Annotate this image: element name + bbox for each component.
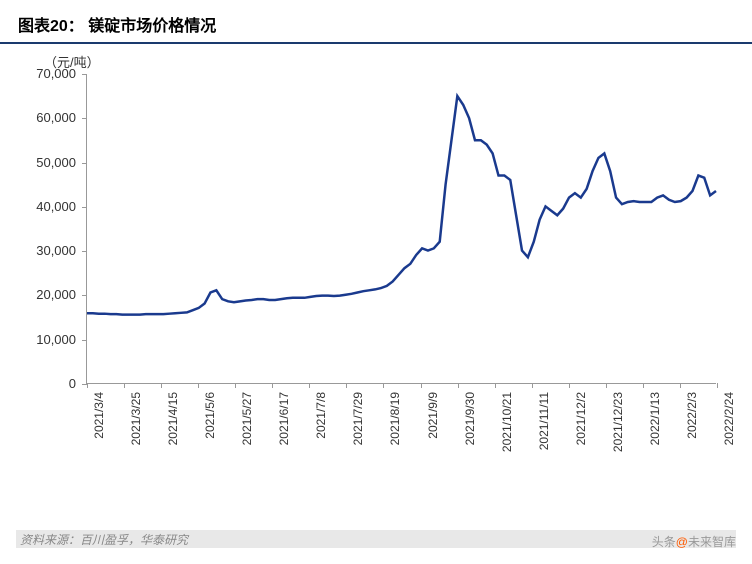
watermark: 头条@未来智库 xyxy=(652,533,736,550)
x-tick xyxy=(458,383,459,388)
title-text: 镁碇市场价格情况 xyxy=(88,18,216,35)
chart-header: 图表20： 镁碇市场价格情况 xyxy=(0,0,752,44)
source-bar: 资料来源：百川盈孚，华泰研究 xyxy=(16,530,736,548)
watermark-at: @ xyxy=(676,535,688,549)
x-tick xyxy=(124,383,125,388)
x-tick-label: 2021/11/11 xyxy=(537,392,551,472)
x-tick-label: 2021/5/6 xyxy=(203,392,217,472)
footer: 资料来源：百川盈孚，华泰研究 xyxy=(0,530,752,548)
plot-region xyxy=(86,74,716,384)
x-tick xyxy=(235,383,236,388)
x-tick-label: 2021/6/17 xyxy=(277,392,291,472)
y-tick-label: 50,000 xyxy=(20,155,76,170)
x-tick-label: 2021/3/25 xyxy=(129,392,143,472)
watermark-prefix: 头条 xyxy=(652,535,676,549)
x-tick-label: 2021/3/4 xyxy=(92,392,106,472)
x-tick-label: 2021/8/19 xyxy=(388,392,402,472)
x-tick-label: 2022/2/3 xyxy=(685,392,699,472)
y-tick xyxy=(82,295,87,296)
x-tick-label: 2021/12/2 xyxy=(574,392,588,472)
y-tick xyxy=(82,340,87,341)
y-tick xyxy=(82,74,87,75)
x-tick xyxy=(495,383,496,388)
y-tick xyxy=(82,118,87,119)
y-tick-label: 0 xyxy=(20,376,76,391)
x-tick xyxy=(717,383,718,388)
x-tick xyxy=(198,383,199,388)
y-tick xyxy=(82,251,87,252)
x-tick-label: 2022/1/13 xyxy=(648,392,662,472)
x-tick xyxy=(309,383,310,388)
x-tick-label: 2021/4/15 xyxy=(166,392,180,472)
x-tick xyxy=(569,383,570,388)
x-tick-label: 2021/7/29 xyxy=(351,392,365,472)
x-tick xyxy=(643,383,644,388)
x-tick xyxy=(272,383,273,388)
x-tick-label: 2021/9/30 xyxy=(463,392,477,472)
x-tick xyxy=(87,383,88,388)
y-tick xyxy=(82,207,87,208)
x-tick xyxy=(606,383,607,388)
chart-area: （元/吨） 010,00020,00030,00040,00050,00060,… xyxy=(16,52,736,472)
source-text: 资料来源：百川盈孚，华泰研究 xyxy=(20,531,188,548)
x-tick xyxy=(532,383,533,388)
price-line xyxy=(87,96,716,315)
title-prefix: 图表20： xyxy=(18,18,84,35)
y-tick-label: 20,000 xyxy=(20,287,76,302)
x-tick xyxy=(680,383,681,388)
x-tick xyxy=(383,383,384,388)
x-tick-label: 2021/7/8 xyxy=(314,392,328,472)
source-label: 资料来源： xyxy=(20,533,80,547)
line-chart-svg xyxy=(87,74,716,383)
x-tick-label: 2021/12/23 xyxy=(611,392,625,472)
y-tick-label: 30,000 xyxy=(20,243,76,258)
y-tick-label: 40,000 xyxy=(20,199,76,214)
x-tick xyxy=(421,383,422,388)
x-tick xyxy=(161,383,162,388)
y-tick-label: 10,000 xyxy=(20,332,76,347)
y-tick-label: 70,000 xyxy=(20,66,76,81)
source-names: 百川盈孚，华泰研究 xyxy=(80,533,188,547)
x-tick-label: 2021/10/21 xyxy=(500,392,514,472)
x-tick xyxy=(346,383,347,388)
y-tick xyxy=(82,163,87,164)
x-tick-label: 2021/5/27 xyxy=(240,392,254,472)
chart-title: 图表20： 镁碇市场价格情况 xyxy=(18,18,216,35)
x-tick-label: 2022/2/24 xyxy=(722,392,736,472)
watermark-name: 未来智库 xyxy=(688,535,736,549)
x-tick-label: 2021/9/9 xyxy=(426,392,440,472)
y-tick-label: 60,000 xyxy=(20,110,76,125)
